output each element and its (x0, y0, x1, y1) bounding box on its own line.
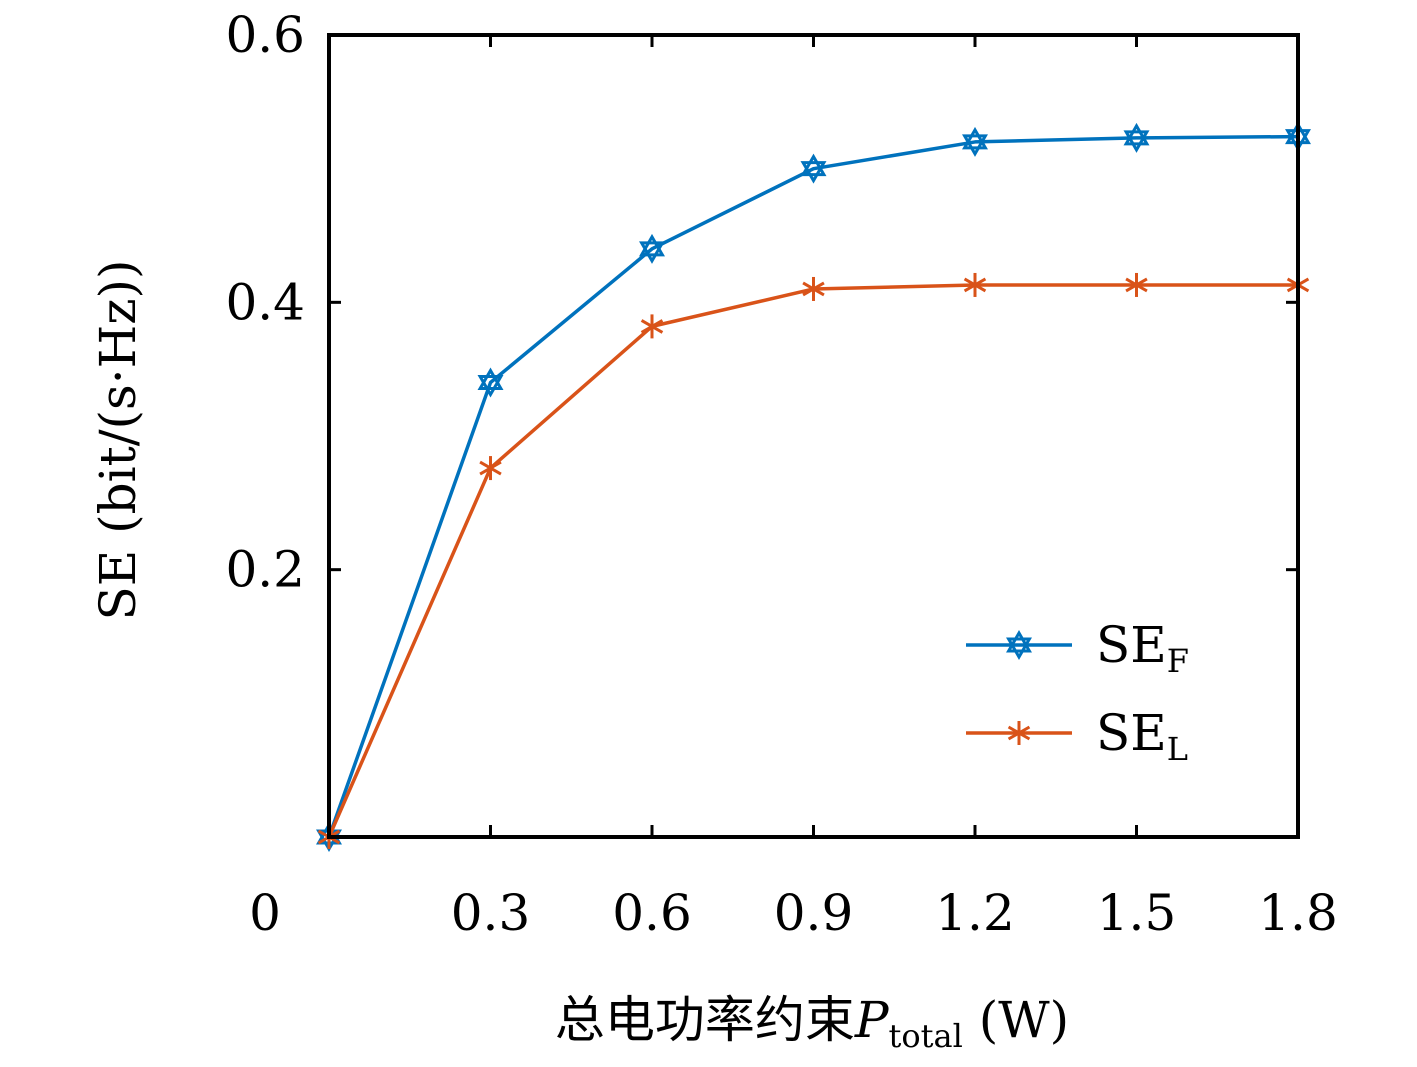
marker-hexagram (1006, 637, 1032, 661)
tick-labels: 0 0.3 0.6 0.9 1.2 1.5 1.8 0.2 0.4 0.6 (225, 6, 1337, 942)
y-tick-label: 0.4 (225, 273, 305, 331)
marker-asterisk (1125, 272, 1148, 297)
series-layer (316, 121, 1311, 853)
legend-entry-L: SEL (966, 704, 1188, 768)
x-axis-label-unit: (W) (963, 991, 1069, 1049)
y-axis-label: SE (bit/(s·Hz)) (89, 259, 147, 620)
legend: SEF SEL (966, 616, 1189, 768)
marker-asterisk (963, 272, 987, 297)
x-axis-label-sub: total (889, 1017, 963, 1055)
x-tick-label: 1.5 (1097, 884, 1177, 942)
series-L (317, 272, 1310, 849)
x-axis-label: 总电功率约束Ptotal (W) (555, 991, 1069, 1055)
legend-label: SEF (1096, 616, 1189, 680)
marker-hexagram (962, 134, 988, 157)
x-tick-label: 0.6 (612, 884, 692, 942)
legend-entry-F: SEF (966, 616, 1189, 680)
legend-label: SEL (1096, 704, 1188, 768)
plot-area-frame (327, 33, 1300, 839)
marker-hexagram (639, 241, 665, 264)
marker-asterisk (1007, 721, 1031, 745)
x-tick-label: 0 (249, 884, 281, 942)
y-tick-label: 0.2 (225, 541, 305, 599)
marker-hexagram (800, 161, 827, 184)
x-axis-label-main: 总电功率约束 (555, 991, 855, 1049)
y-tick-label: 0.6 (225, 6, 305, 64)
x-axis-label-var: P (854, 991, 890, 1049)
marker-asterisk (640, 314, 664, 339)
x-tick-label: 0.3 (451, 884, 531, 942)
series-line (327, 134, 1299, 838)
marker-hexagram (477, 375, 504, 398)
marker-hexagram (639, 233, 665, 257)
marker-hexagram (1123, 130, 1150, 153)
marker-hexagram (1123, 122, 1150, 146)
marker-asterisk (479, 456, 502, 481)
marker-asterisk (802, 276, 825, 301)
x-tick-label: 1.2 (935, 884, 1015, 942)
marker-hexagram (962, 126, 988, 150)
marker-hexagram (477, 367, 504, 391)
marker-hexagram (1006, 629, 1032, 653)
marker-hexagram (800, 153, 827, 177)
x-tick-label: 1.8 (1258, 884, 1338, 942)
x-tick-label: 0.9 (774, 884, 854, 942)
